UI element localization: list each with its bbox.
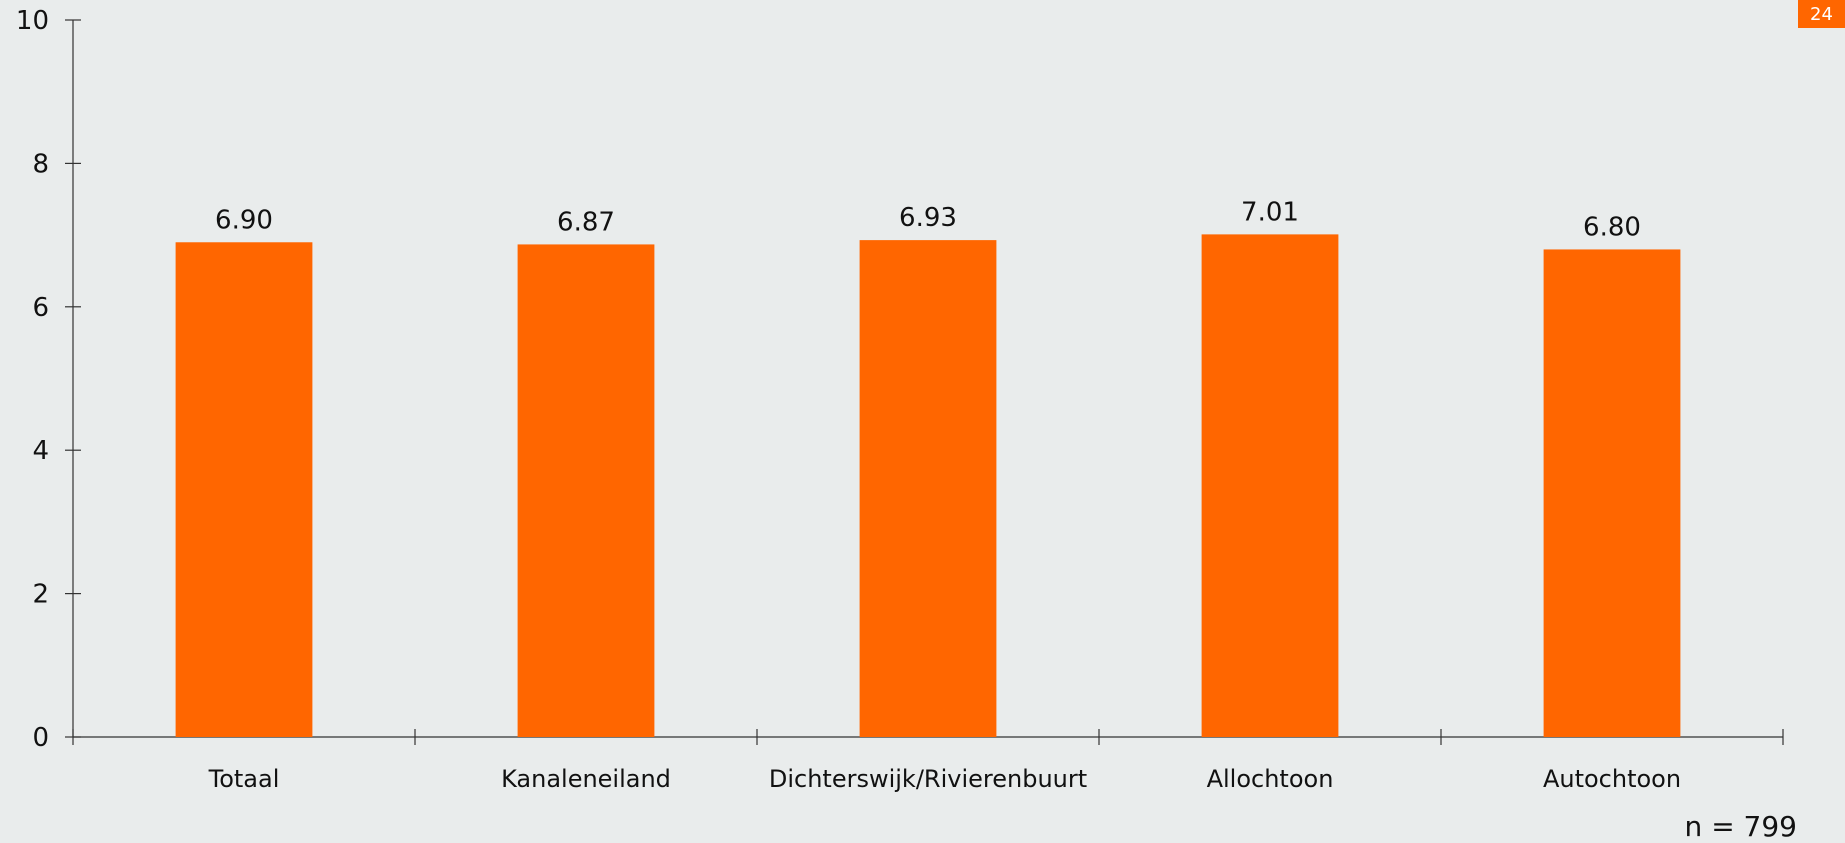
category-label: Kanaleneiland xyxy=(501,765,671,793)
y-tick-label: 0 xyxy=(32,723,49,753)
y-tick-label: 4 xyxy=(32,436,49,466)
value-labels: 6.90 6.87 6.93 7.01 6.80 xyxy=(215,197,1641,242)
bar-value-label: 7.01 xyxy=(1241,197,1299,227)
bars xyxy=(175,234,1681,737)
category-label: Dichterswijk/Rivierenbuurt xyxy=(769,765,1087,793)
y-tick-label: 8 xyxy=(32,149,49,179)
y-tick-label: 6 xyxy=(32,293,49,323)
bar-value-label: 6.90 xyxy=(215,205,273,235)
bar xyxy=(175,242,313,737)
page-number-badge: 24 xyxy=(1798,0,1845,28)
y-tick-label: 10 xyxy=(16,6,49,36)
y-axis: 0 2 4 6 8 10 xyxy=(16,6,81,753)
y-tick-label: 2 xyxy=(32,580,49,610)
bar-value-label: 6.87 xyxy=(557,207,615,237)
category-label: Autochtoon xyxy=(1543,765,1681,793)
bar-value-label: 6.80 xyxy=(1583,212,1641,242)
bar xyxy=(859,240,997,737)
category-label: Totaal xyxy=(208,765,280,793)
bar-value-label: 6.93 xyxy=(899,203,957,233)
bar xyxy=(1201,234,1339,737)
bar xyxy=(1543,249,1681,737)
sample-size-note: n = 799 xyxy=(1684,810,1797,843)
category-labels: Totaal Kanaleneiland Dichterswijk/Rivieren… xyxy=(208,765,1681,793)
bar xyxy=(517,244,655,737)
category-label: Allochtoon xyxy=(1207,765,1334,793)
